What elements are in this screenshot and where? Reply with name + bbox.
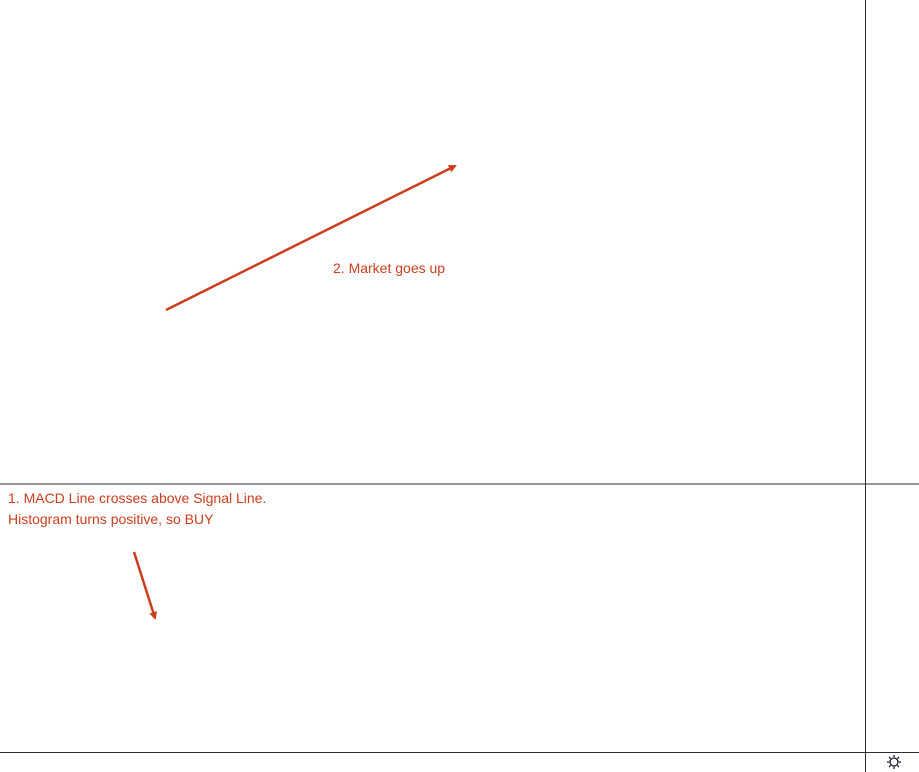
annotation: 2. Market goes up (333, 260, 445, 276)
annotation: Histogram turns positive, so BUY (8, 511, 214, 527)
settings-icon[interactable] (887, 755, 901, 769)
arrow (165, 164, 457, 312)
arrow (132, 551, 157, 620)
annotation: 1. MACD Line crosses above Signal Line. (8, 490, 266, 506)
